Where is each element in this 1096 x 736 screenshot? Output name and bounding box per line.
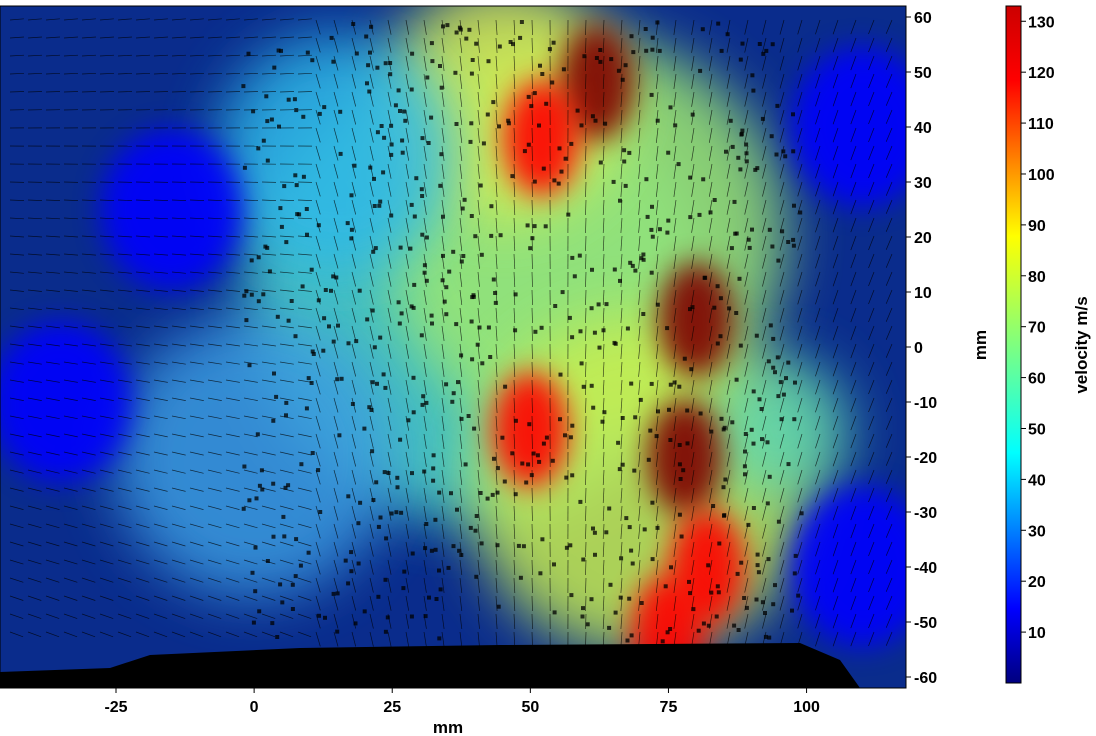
high-velocity-region	[647, 399, 724, 515]
missing-vector-speckle	[241, 20, 804, 644]
colorbar-tick-label: 40	[1028, 472, 1046, 489]
y-tick-label: 40	[914, 120, 932, 137]
y-tick-label: 30	[914, 175, 932, 192]
low-velocity-region	[791, 487, 906, 647]
low-velocity-region	[0, 322, 131, 482]
y-axis-label: mm	[971, 330, 990, 360]
x-axis: -25 0 25 50 75 100	[104, 688, 820, 716]
colorbar-ticks: 130 120 110 100 90 80 70 60 50 40 30 20 10	[1021, 14, 1055, 642]
colorbar-tick-label: 90	[1028, 218, 1046, 235]
masked-region	[0, 643, 860, 688]
high-velocity-region	[492, 371, 569, 488]
y-tick-label: 50	[914, 65, 932, 82]
y-tick-label: 10	[914, 285, 932, 302]
y-tick-label: -50	[914, 615, 937, 632]
x-tick-label: 100	[793, 699, 820, 716]
colorbar: 130 120 110 100 90 80 70 60 50 40 30 20 10 velocity …	[1005, 5, 1091, 684]
low-velocity-region	[101, 129, 242, 290]
y-tick-label: -30	[914, 505, 937, 522]
x-tick-label: 50	[521, 699, 539, 716]
x-tick-label: 25	[383, 699, 401, 716]
colorbar-tick-label: 20	[1028, 574, 1046, 591]
y-tick-label: -10	[914, 395, 937, 412]
colorbar-tick-label: 100	[1028, 167, 1055, 184]
y-tick-label: -60	[914, 670, 937, 687]
y-tick-label: 20	[914, 230, 932, 247]
high-velocity-region	[503, 80, 580, 196]
colorbar-gradient	[1005, 5, 1022, 684]
plot-area	[0, 6, 906, 688]
colorbar-tick-label: 120	[1028, 65, 1055, 82]
colorbar-label: velocity m/s	[1072, 296, 1091, 393]
x-axis-label: mm	[433, 718, 463, 736]
y-tick-label: 60	[914, 10, 932, 27]
low-velocity-region	[791, 47, 906, 207]
colorbar-tick-label: 60	[1028, 371, 1046, 388]
x-tick-label: -25	[104, 699, 127, 716]
colorbar-tick-label: 110	[1028, 116, 1054, 133]
colorbar-tick-label: 70	[1028, 320, 1046, 337]
colorbar-tick-label: 80	[1028, 269, 1046, 286]
colorbar-tick-label: 10	[1028, 625, 1046, 642]
x-tick-label: 0	[250, 699, 259, 716]
velocity-colormap	[0, 6, 906, 688]
y-tick-label: 0	[914, 340, 923, 357]
x-tick-label: 75	[660, 699, 678, 716]
y-axis: 60 50 40 30 20 10 0 -10 -20 -30 -40 -50 -60	[906, 10, 937, 687]
y-tick-label: -20	[914, 450, 937, 467]
colorbar-tick-label: 130	[1028, 14, 1055, 31]
y-tick-label: -40	[914, 560, 937, 577]
colorbar-tick-label: 30	[1028, 523, 1046, 540]
colorbar-tick-label: 50	[1028, 421, 1046, 438]
velocity-vectors	[9, 18, 893, 648]
high-velocity-region	[658, 261, 735, 378]
